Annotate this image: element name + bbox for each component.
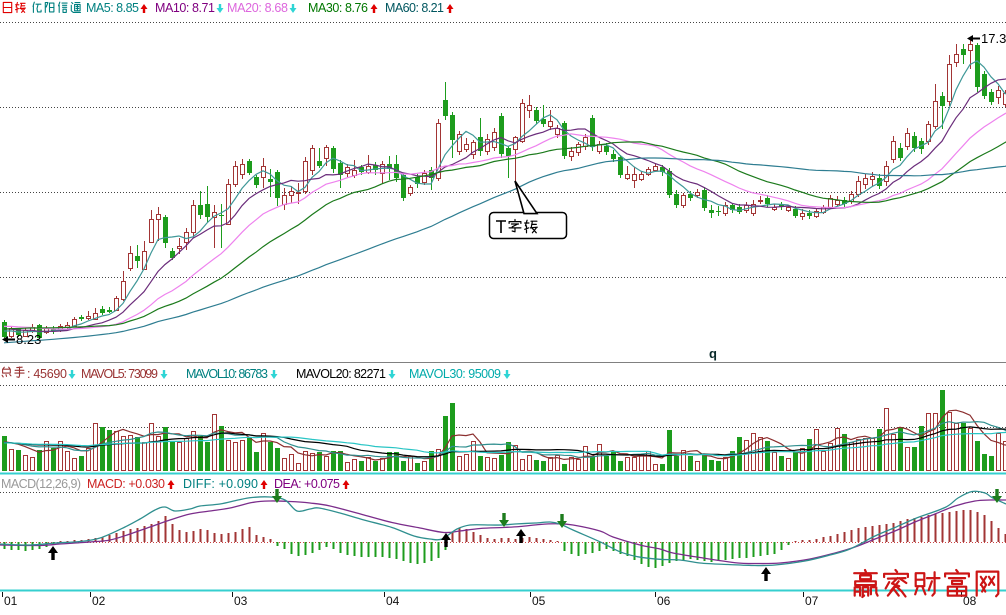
svg-text:DIFF: +0.090: DIFF: +0.090 (183, 477, 258, 491)
svg-text:MACD: +0.030: MACD: +0.030 (87, 477, 165, 491)
svg-text:17.3: 17.3 (981, 31, 1006, 46)
svg-text:: 45690: : 45690 (27, 367, 67, 381)
svg-text:MA10: 8.71: MA10: 8.71 (155, 1, 215, 15)
svg-text:MA30: 8.76: MA30: 8.76 (308, 1, 368, 15)
svg-text:MAVOL20: 82271: MAVOL20: 82271 (296, 367, 386, 381)
svg-text:04: 04 (386, 594, 400, 608)
svg-text:MAVOL5: 73099: MAVOL5: 73099 (81, 367, 158, 381)
svg-text:8.23: 8.23 (16, 332, 41, 347)
svg-text:07: 07 (805, 594, 819, 608)
svg-text:06: 06 (657, 594, 671, 608)
svg-text:MAVOL30: 95009: MAVOL30: 95009 (409, 367, 501, 381)
svg-text:q: q (709, 346, 717, 361)
svg-text:MA60: 8.21: MA60: 8.21 (385, 1, 444, 15)
svg-text:02: 02 (92, 594, 106, 608)
svg-text:05: 05 (532, 594, 546, 608)
svg-text:MA20: 8.68: MA20: 8.68 (227, 1, 288, 15)
svg-text:03: 03 (234, 594, 248, 608)
svg-text:MAVOL10: 86783: MAVOL10: 86783 (186, 367, 268, 381)
svg-text:DEA: +0.075: DEA: +0.075 (274, 477, 340, 491)
svg-text:MA5: 8.85: MA5: 8.85 (86, 1, 139, 15)
svg-text:MACD(12,26,9): MACD(12,26,9) (1, 477, 81, 491)
svg-text:01: 01 (4, 594, 18, 608)
